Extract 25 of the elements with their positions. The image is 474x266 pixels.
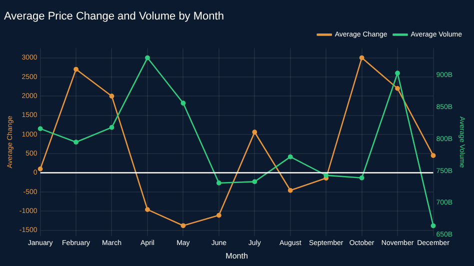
point	[74, 66, 78, 72]
point	[395, 70, 400, 76]
point	[359, 55, 364, 60]
point	[252, 130, 258, 135]
point	[145, 207, 150, 212]
point	[252, 179, 258, 184]
point	[216, 180, 222, 186]
point	[216, 212, 222, 218]
point	[38, 126, 43, 132]
point	[430, 153, 436, 158]
point	[38, 166, 43, 172]
point	[288, 188, 293, 193]
point	[359, 175, 364, 180]
point	[109, 124, 114, 130]
point	[180, 100, 186, 106]
point	[180, 223, 186, 228]
point	[395, 86, 400, 91]
point	[109, 94, 114, 99]
point	[74, 140, 78, 145]
point	[430, 223, 436, 228]
point	[324, 172, 329, 178]
point	[145, 55, 150, 60]
chart-title: Average Price Change and Volume by Month	[4, 10, 224, 23]
point	[288, 154, 293, 160]
x-axis-title: Month	[226, 251, 248, 260]
